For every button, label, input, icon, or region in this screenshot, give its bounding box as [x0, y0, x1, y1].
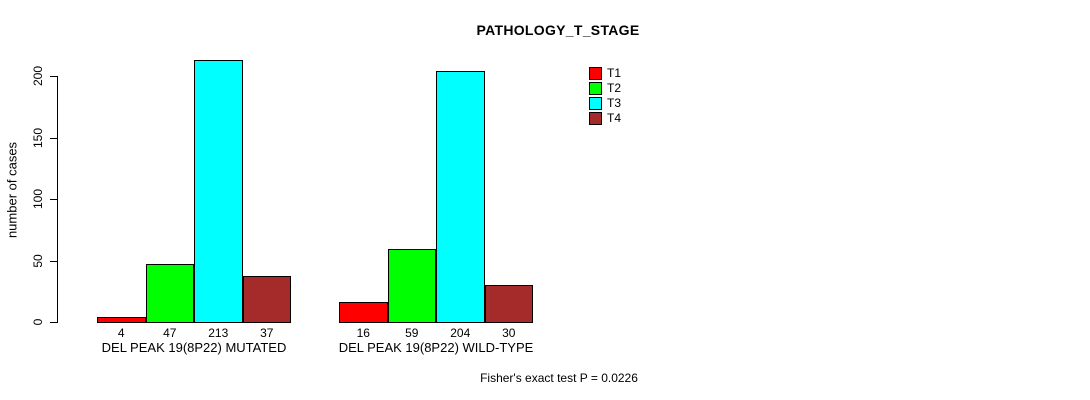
legend-item-t3: T3: [589, 96, 621, 111]
category-label: DEL PEAK 19(8P22) MUTATED: [101, 340, 287, 355]
y-tick-label: 0: [31, 318, 45, 326]
bar-t2-group1: [145, 264, 194, 323]
legend-label: T2: [607, 81, 622, 95]
legend-label: T1: [607, 66, 622, 80]
bar-value-label: 30: [502, 326, 516, 340]
statistical-test-annotation: Fisher's exact test P = 0.0226: [480, 371, 638, 385]
bar-value-label: 47: [163, 326, 177, 340]
bar-value-label: 213: [208, 326, 229, 340]
y-tick: [50, 199, 57, 200]
y-axis-line: [57, 76, 58, 323]
y-tick-label: 100: [31, 188, 45, 210]
bar-t2-group2: [387, 249, 436, 323]
legend: T1 T2 T3 T4: [589, 66, 621, 126]
legend-item-t1: T1: [589, 66, 621, 81]
legend-swatch-t2: [589, 82, 602, 95]
y-tick-label: 50: [31, 253, 45, 268]
legend-label: T4: [607, 111, 622, 125]
legend-item-t4: T4: [589, 111, 621, 126]
y-tick: [50, 322, 57, 323]
y-tick-label: 200: [31, 65, 45, 87]
bar-value-label: 16: [356, 326, 370, 340]
bar-t3-group2: [436, 71, 485, 323]
y-tick: [50, 137, 57, 139]
chart-title: PATHOLOGY_T_STAGE: [476, 22, 640, 38]
legend-label: T3: [607, 96, 622, 110]
y-tick: [50, 260, 57, 262]
bar-t1-group2: [339, 302, 388, 323]
bar-t4-group1: [242, 276, 291, 323]
bar-value-label: 4: [117, 326, 125, 340]
bar-value-label: 59: [405, 326, 419, 340]
legend-swatch-t1: [589, 67, 602, 80]
bar-value-label: 37: [260, 326, 274, 340]
bar-t3-group1: [194, 60, 243, 323]
bar-t1-group1: [97, 317, 146, 323]
y-tick: [50, 76, 57, 77]
legend-swatch-t3: [589, 97, 602, 110]
bar-t4-group2: [484, 285, 533, 323]
bar-value-label: 204: [450, 326, 471, 340]
legend-item-t2: T2: [589, 81, 621, 96]
category-label: DEL PEAK 19(8P22) WILD-TYPE: [338, 340, 534, 355]
legend-swatch-t4: [589, 112, 602, 125]
y-tick-label: 150: [31, 127, 45, 148]
